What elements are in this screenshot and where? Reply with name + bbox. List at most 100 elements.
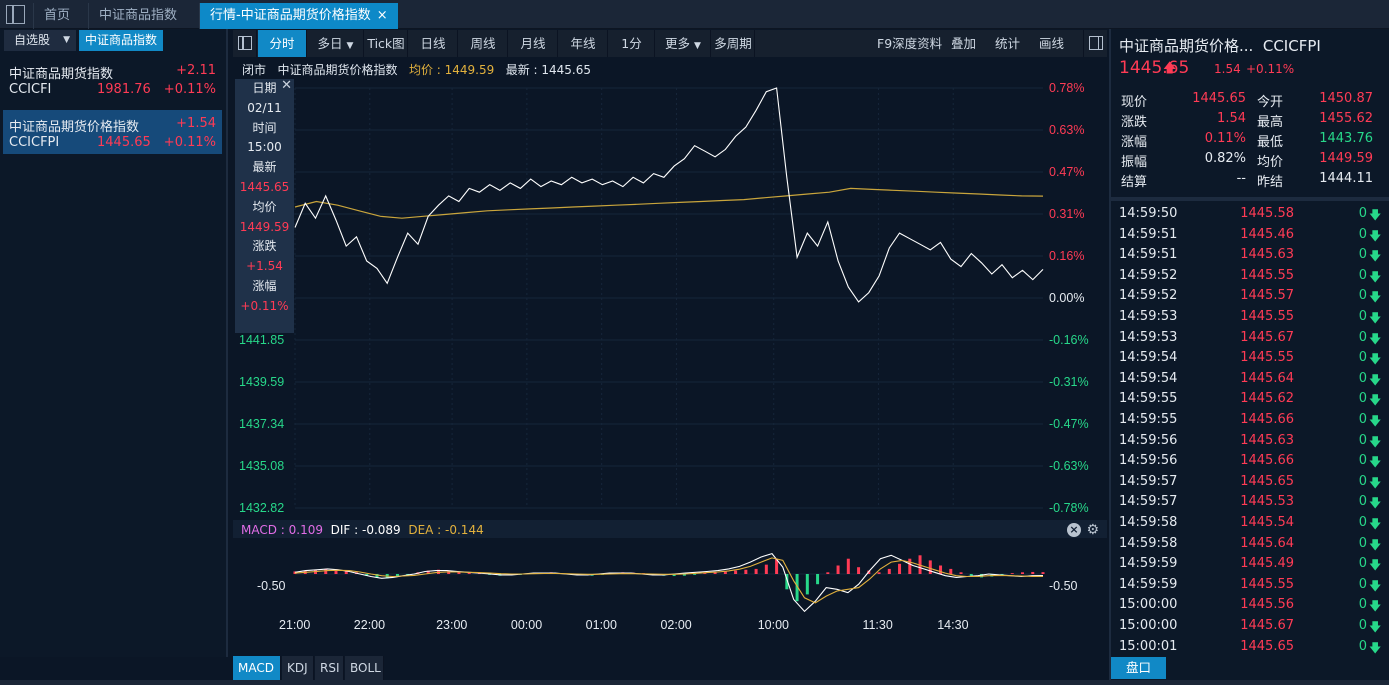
macd-bar xyxy=(744,569,748,574)
trade-time: 14:59:57 xyxy=(1119,473,1178,489)
trade-volume: 0 xyxy=(1358,309,1367,324)
tab-market-ccicfpi[interactable]: 行情-中证商品期货价格指数 × xyxy=(199,3,398,29)
macd-bar xyxy=(682,574,686,576)
trade-price: 1445.55 xyxy=(1240,350,1294,366)
watchlist-dropdown[interactable]: 自选股 ▼ xyxy=(4,30,76,51)
trade-row: 15:00:00 1445.67 0 🡇 xyxy=(1111,616,1389,636)
trade-row: 14:59:54 1445.64 0 🡇 xyxy=(1111,369,1389,389)
stock-name: 中证商品期货指数 xyxy=(9,67,114,82)
macd-bar xyxy=(857,567,861,574)
tab-csi-index-list[interactable]: 中证商品指数 xyxy=(79,30,164,51)
tab-csi-commodity[interactable]: 中证商品指数 xyxy=(88,3,187,29)
tab-home[interactable]: 首页 xyxy=(33,3,80,29)
trade-price: 1445.57 xyxy=(1240,288,1294,304)
quote-row: 振幅 0.82% 均价 1449.59 xyxy=(1111,149,1389,170)
trade-volume: 0 xyxy=(1358,350,1367,366)
trade-row: 14:59:55 1445.66 0 🡇 xyxy=(1111,410,1389,430)
list-item[interactable]: 中证商品期货指数 +2.11 CCICFI 1981.76 +0.11% xyxy=(3,57,222,101)
arrow-down-icon: 🡇 xyxy=(1369,311,1382,325)
trade-volume: 0 xyxy=(1358,618,1367,633)
divider xyxy=(1111,197,1389,201)
trade-price: 1445.67 xyxy=(1240,618,1294,633)
close-icon[interactable]: ✕ xyxy=(281,78,292,93)
trade-row: 14:59:51 1445.63 0 🡇 xyxy=(1111,245,1389,265)
trade-volume: 0 xyxy=(1358,453,1367,469)
tab-kdj[interactable]: KDJ xyxy=(282,656,314,680)
chart-info-line: 闭市 中证商品期货价格指数 均价 : 1449.59 最新 : 1445.65 xyxy=(242,63,592,77)
chart-toolbar: 分时 多日 ▼ Tick图 日线 周线 月线 年线 1分 更多 ▼ 多周期 F9… xyxy=(233,30,1107,57)
trade-time: 14:59:51 xyxy=(1119,247,1178,263)
tab-weekly[interactable]: 周线 xyxy=(459,30,508,57)
tab-market-label: 行情-中证商品期货价格指数 xyxy=(210,8,371,23)
quote-label: 结算 xyxy=(1121,175,1148,190)
macd-chart[interactable]: -0.50 -0.50 21:00 22:00 23:00 00:00 01:00 02:00… xyxy=(233,538,1107,634)
close-icon[interactable]: × xyxy=(1067,523,1081,537)
trade-time: 14:59:54 xyxy=(1119,350,1178,366)
trade-time: 14:59:56 xyxy=(1119,453,1178,469)
macd-bar xyxy=(672,574,676,577)
macd-bar xyxy=(816,574,820,585)
tab-multi-period[interactable]: 多周期 xyxy=(712,30,755,57)
y-axis-pct-label: -0.47% xyxy=(1049,417,1089,431)
statistics-button[interactable]: 统计 xyxy=(995,36,1021,51)
quote-name: 中证商品期货价格... xyxy=(1119,37,1254,55)
tab-rsi[interactable]: RSI xyxy=(315,656,344,680)
list-item-selected[interactable]: 中证商品期货价格指数 +1.54 CCICFPI 1445.65 +0.11% xyxy=(3,110,222,154)
tab-intraday[interactable]: 分时 xyxy=(258,30,307,57)
trade-time: 14:59:59 xyxy=(1119,576,1178,592)
tab-macd[interactable]: MACD xyxy=(233,656,281,680)
left-panel-toggle[interactable] xyxy=(233,30,257,57)
trade-price: 1445.66 xyxy=(1240,453,1294,469)
overlay-button[interactable]: 叠加 xyxy=(951,36,977,51)
tab-1min[interactable]: 1分 xyxy=(609,30,655,57)
tab-yearly[interactable]: 年线 xyxy=(559,30,608,57)
macd-bar xyxy=(324,568,328,574)
quote-panel: 中证商品期货价格... CCICFPI 1445.65 🡅 1.54 +0.11… xyxy=(1109,29,1389,685)
tab-multi-day[interactable]: 多日 ▼ xyxy=(308,30,364,57)
quote-row: 涨幅 0.11% 最低 1443.76 xyxy=(1111,129,1389,150)
arrow-down-icon: 🡇 xyxy=(1369,228,1382,243)
trade-row: 14:59:58 1445.54 0 🡇 xyxy=(1111,513,1389,533)
macd-bar xyxy=(775,558,779,574)
tab-tick[interactable]: Tick图 xyxy=(365,30,408,57)
trade-price: 1445.63 xyxy=(1240,247,1294,263)
y-axis-price-label: 1441.85 xyxy=(239,333,284,347)
macd-bar xyxy=(846,558,850,574)
trade-time: 15:00:00 xyxy=(1119,597,1178,613)
tab-monthly[interactable]: 月线 xyxy=(509,30,558,57)
y-axis-price-label: 1432.82 xyxy=(239,501,284,515)
macd-bar xyxy=(375,574,379,578)
tab-more[interactable]: 更多 ▼ xyxy=(656,30,711,57)
arrow-down-icon: 🡇 xyxy=(1369,537,1382,552)
arrow-down-icon: 🡇 xyxy=(1369,455,1382,470)
layout-toggle-icon[interactable] xyxy=(6,5,25,24)
tab-order-book[interactable]: 盘口 xyxy=(1111,657,1166,679)
f9-deep-data-button[interactable]: F9深度资料 xyxy=(877,36,943,51)
macd-bar xyxy=(426,570,430,574)
arrow-down-icon: 🡇 xyxy=(1369,578,1382,593)
gear-icon[interactable]: ⚙ xyxy=(1086,522,1099,538)
trade-row: 14:59:56 1445.63 0 🡇 xyxy=(1111,431,1389,451)
x-axis-time-label: 02:00 xyxy=(660,618,691,632)
macd-bar xyxy=(734,570,738,574)
draw-line-button[interactable]: 画线 xyxy=(1039,36,1065,51)
quote-row: 现价 1445.65 今开 1450.87 xyxy=(1111,89,1389,110)
trade-time: 14:59:59 xyxy=(1119,556,1178,572)
trade-row: 14:59:55 1445.62 0 🡇 xyxy=(1111,389,1389,409)
right-panel-toggle[interactable] xyxy=(1083,30,1107,57)
trade-price: 1445.58 xyxy=(1240,206,1294,221)
stock-code: CCICFPI xyxy=(9,135,60,150)
trade-volume: 0 xyxy=(1358,473,1367,489)
close-icon[interactable]: × xyxy=(376,8,388,23)
trade-time: 14:59:58 xyxy=(1119,535,1178,551)
trade-time: 14:59:54 xyxy=(1119,370,1178,386)
tab-daily[interactable]: 日线 xyxy=(409,30,458,57)
more-label: 更多 xyxy=(665,36,691,51)
macd-header: MACD : 0.109 DIF : -0.089 DEA : -0.144 ×… xyxy=(233,520,1107,540)
tab-csi-commodity-label: 中证商品指数 xyxy=(99,8,178,23)
quote-title: 中证商品期货价格... CCICFPI xyxy=(1119,35,1321,56)
tooltip-time: 15:00 xyxy=(247,140,282,155)
intraday-price-chart[interactable]: 0.78% 0.63% 0.47% 0.31% 0.16% 0.00% -0.16% -0.3… xyxy=(233,78,1107,520)
tab-boll[interactable]: BOLL xyxy=(345,656,384,680)
x-axis-time-label: 23:00 xyxy=(436,618,467,632)
